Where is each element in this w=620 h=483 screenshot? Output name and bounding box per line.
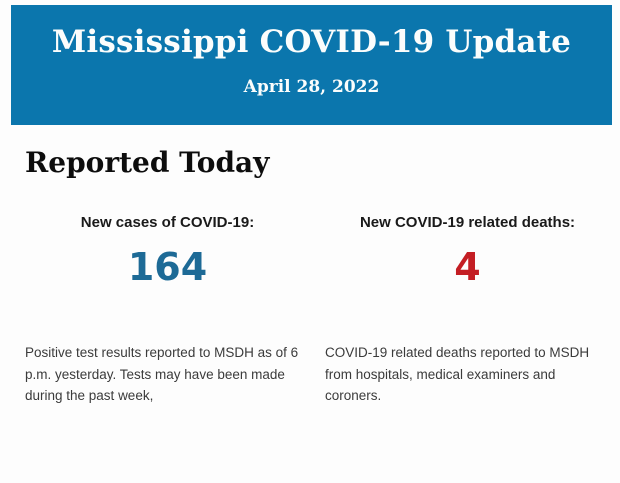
descriptions-row: Positive test results reported to MSDH a… bbox=[25, 342, 620, 407]
header-banner: Mississippi COVID-19 Update April 28, 20… bbox=[11, 5, 612, 125]
stat-cases-value: 164 bbox=[127, 245, 208, 289]
stat-deaths-description: COVID-19 related deaths reported to MSDH… bbox=[325, 345, 590, 403]
covid-update-page: Mississippi COVID-19 Update April 28, 20… bbox=[0, 5, 620, 483]
report-date: April 28, 2022 bbox=[243, 77, 380, 97]
section-heading: Reported Today bbox=[25, 146, 270, 179]
stats-row: New cases of COVID-19: 164 New COVID-19 … bbox=[25, 213, 620, 289]
stat-cases-label: New cases of COVID-19: bbox=[80, 214, 255, 231]
stat-deaths: New COVID-19 related deaths: 4 bbox=[325, 213, 610, 289]
stat-cases: New cases of COVID-19: 164 bbox=[25, 213, 310, 289]
stat-deaths-value: 4 bbox=[454, 245, 481, 289]
page-title: Mississippi COVID-19 Update bbox=[51, 24, 572, 60]
stat-deaths-label: New COVID-19 related deaths: bbox=[359, 214, 576, 231]
stat-cases-description: Positive test results reported to MSDH a… bbox=[25, 345, 299, 403]
